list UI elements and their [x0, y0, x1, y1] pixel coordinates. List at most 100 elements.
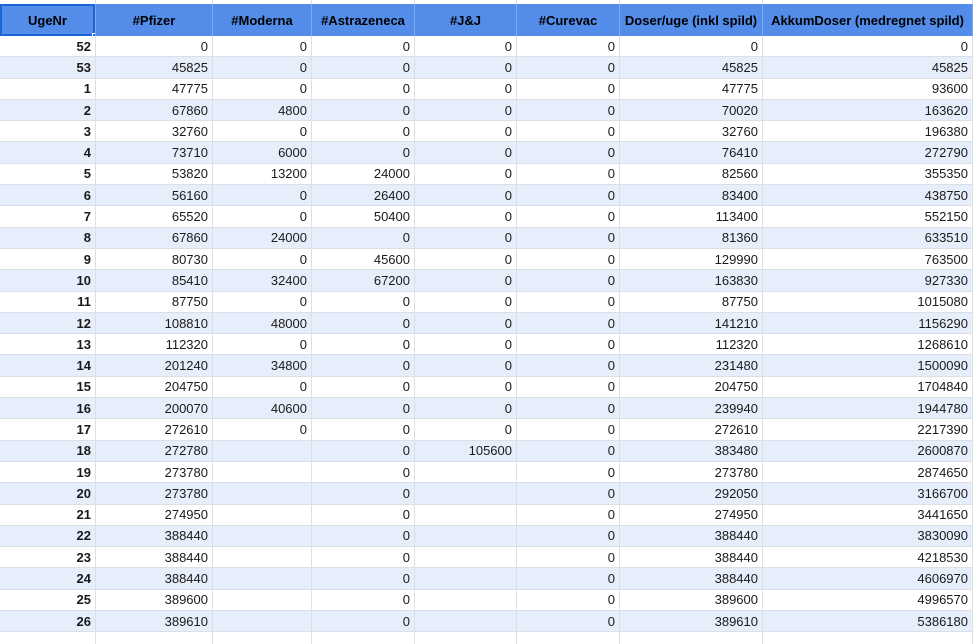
cell[interactable]: 4218530 — [763, 547, 973, 569]
week-cell[interactable]: 3 — [0, 121, 96, 143]
week-cell[interactable]: 9 — [0, 248, 96, 271]
cell[interactable]: 274950 — [96, 504, 213, 526]
cell[interactable]: 45600 — [312, 248, 415, 271]
cell[interactable]: 1156290 — [763, 312, 973, 335]
cell[interactable]: 0 — [517, 78, 620, 100]
cell[interactable]: 34800 — [213, 355, 312, 377]
cell[interactable]: 2600870 — [763, 440, 973, 462]
week-cell[interactable]: 20 — [0, 483, 96, 505]
cell[interactable]: 0 — [312, 504, 415, 526]
cell[interactable]: 32400 — [213, 270, 312, 292]
cell[interactable]: 388440 — [620, 525, 763, 548]
cell[interactable]: 0 — [517, 334, 620, 356]
cell[interactable]: 85410 — [96, 270, 213, 292]
week-cell[interactable]: 2 — [0, 99, 96, 122]
cell[interactable]: 0 — [517, 589, 620, 612]
cell[interactable]: 0 — [213, 334, 312, 356]
cell[interactable]: 0 — [312, 121, 415, 143]
cell[interactable]: 272610 — [620, 419, 763, 441]
cell[interactable] — [213, 589, 312, 612]
cell[interactable]: 389600 — [96, 589, 213, 612]
cell[interactable] — [213, 461, 312, 484]
cell[interactable]: 0 — [517, 440, 620, 462]
cell[interactable]: 388440 — [620, 568, 763, 590]
cell[interactable] — [213, 611, 312, 633]
cell[interactable]: 389600 — [620, 589, 763, 612]
cell[interactable] — [415, 568, 517, 590]
cell[interactable]: 40600 — [213, 398, 312, 420]
cell[interactable]: 0 — [517, 525, 620, 548]
cell[interactable]: 0 — [415, 376, 517, 399]
week-cell[interactable]: 23 — [0, 547, 96, 569]
week-cell[interactable]: 15 — [0, 376, 96, 399]
cell[interactable]: 141210 — [620, 312, 763, 335]
cell[interactable]: 0 — [312, 461, 415, 484]
cell[interactable]: 0 — [213, 78, 312, 100]
cell[interactable]: 0 — [517, 185, 620, 207]
cell[interactable]: 47775 — [620, 78, 763, 100]
cell[interactable]: 0 — [517, 312, 620, 335]
cell[interactable]: 0 — [517, 121, 620, 143]
cell[interactable]: 0 — [517, 355, 620, 377]
cell[interactable]: 0 — [517, 248, 620, 271]
cell[interactable] — [415, 461, 517, 484]
cell[interactable]: 0 — [312, 78, 415, 100]
cell[interactable]: 67860 — [96, 227, 213, 249]
cell[interactable]: 0 — [517, 270, 620, 292]
cell[interactable]: 0 — [517, 57, 620, 79]
cell[interactable]: 0 — [213, 419, 312, 441]
cell[interactable]: 32760 — [620, 121, 763, 143]
cell[interactable]: 0 — [415, 270, 517, 292]
week-cell[interactable]: 22 — [0, 525, 96, 548]
cell[interactable]: 113400 — [620, 206, 763, 228]
cell[interactable]: 0 — [415, 57, 517, 79]
cell[interactable]: 45825 — [763, 57, 973, 79]
cell[interactable]: 0 — [312, 142, 415, 164]
week-cell[interactable]: 6 — [0, 185, 96, 207]
cell[interactable]: 45825 — [620, 57, 763, 79]
cell[interactable]: 204750 — [96, 376, 213, 399]
cell[interactable]: 45825 — [96, 57, 213, 79]
cell[interactable]: 0 — [517, 547, 620, 569]
cell[interactable]: 0 — [517, 206, 620, 228]
cell[interactable]: 388440 — [96, 547, 213, 569]
cell[interactable]: 0 — [312, 376, 415, 399]
cell[interactable]: 0 — [517, 99, 620, 122]
cell[interactable]: 0 — [312, 568, 415, 590]
cell[interactable]: 0 — [312, 334, 415, 356]
cell[interactable]: 0 — [312, 227, 415, 249]
cell[interactable]: 6000 — [213, 142, 312, 164]
cell[interactable]: 201240 — [96, 355, 213, 377]
cell[interactable] — [213, 440, 312, 462]
cell[interactable]: 163830 — [620, 270, 763, 292]
cell[interactable]: 0 — [312, 36, 415, 58]
cell[interactable]: 292050 — [620, 483, 763, 505]
week-cell[interactable]: 4 — [0, 142, 96, 164]
cell[interactable]: 0 — [517, 291, 620, 313]
cell[interactable]: 0 — [415, 227, 517, 249]
cell[interactable]: 763500 — [763, 248, 973, 271]
cell[interactable]: 272610 — [96, 419, 213, 441]
cell[interactable]: 0 — [517, 568, 620, 590]
cell[interactable]: 0 — [312, 355, 415, 377]
cell[interactable]: 0 — [312, 547, 415, 569]
cell[interactable]: 0 — [415, 398, 517, 420]
cell[interactable]: 83400 — [620, 185, 763, 207]
cell[interactable]: 438750 — [763, 185, 973, 207]
week-cell[interactable]: 52 — [0, 36, 96, 58]
column-header-jj[interactable]: #J&J — [415, 4, 517, 36]
cell[interactable]: 0 — [96, 36, 213, 58]
cell[interactable] — [213, 568, 312, 590]
cell[interactable]: 5386180 — [763, 611, 973, 633]
cell[interactable]: 0 — [312, 291, 415, 313]
week-cell[interactable]: 26 — [0, 611, 96, 633]
cell[interactable]: 204750 — [620, 376, 763, 399]
cell[interactable]: 0 — [517, 611, 620, 633]
cell[interactable]: 87750 — [96, 291, 213, 313]
cell[interactable]: 0 — [763, 36, 973, 58]
cell[interactable]: 1944780 — [763, 398, 973, 420]
cell[interactable] — [213, 547, 312, 569]
cell[interactable]: 67200 — [312, 270, 415, 292]
cell[interactable]: 0 — [312, 57, 415, 79]
cell[interactable]: 0 — [517, 398, 620, 420]
